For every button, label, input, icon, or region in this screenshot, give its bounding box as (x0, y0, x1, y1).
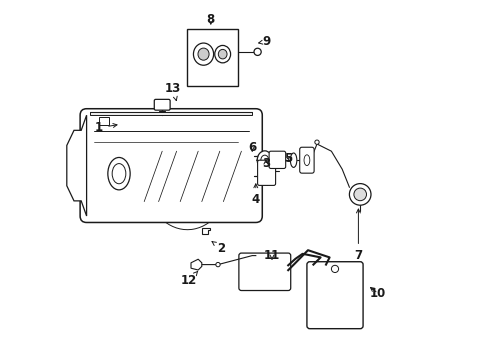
Ellipse shape (291, 153, 297, 167)
Text: 4: 4 (252, 184, 260, 206)
Text: 2: 2 (212, 242, 226, 255)
Text: 12: 12 (181, 271, 197, 287)
FancyBboxPatch shape (269, 151, 286, 168)
FancyBboxPatch shape (80, 109, 262, 222)
Ellipse shape (331, 265, 339, 273)
Polygon shape (67, 115, 87, 216)
Text: 3: 3 (262, 157, 270, 170)
Bar (187, 29, 238, 86)
Text: 9: 9 (259, 35, 270, 48)
Ellipse shape (315, 140, 319, 144)
Ellipse shape (194, 43, 214, 65)
Ellipse shape (108, 157, 130, 190)
Ellipse shape (257, 151, 272, 170)
Ellipse shape (254, 48, 261, 55)
Ellipse shape (112, 163, 126, 184)
Bar (99, 117, 109, 125)
Polygon shape (202, 228, 210, 234)
Text: 6: 6 (248, 141, 256, 154)
Text: 8: 8 (207, 13, 215, 26)
Ellipse shape (304, 155, 310, 166)
FancyBboxPatch shape (307, 262, 363, 329)
Ellipse shape (198, 48, 209, 60)
Text: 13: 13 (165, 82, 181, 100)
FancyBboxPatch shape (154, 99, 170, 110)
Text: 5: 5 (284, 152, 293, 165)
Polygon shape (191, 259, 202, 270)
FancyBboxPatch shape (239, 253, 291, 291)
Ellipse shape (261, 155, 269, 165)
Text: 10: 10 (370, 287, 386, 300)
Ellipse shape (215, 45, 231, 63)
Text: 7: 7 (354, 209, 363, 262)
Ellipse shape (219, 49, 227, 59)
FancyBboxPatch shape (258, 160, 275, 185)
FancyBboxPatch shape (300, 147, 314, 173)
Text: 11: 11 (264, 249, 280, 262)
Ellipse shape (354, 188, 367, 201)
Ellipse shape (216, 262, 220, 267)
Text: 1: 1 (95, 121, 117, 134)
Ellipse shape (349, 184, 371, 205)
Polygon shape (90, 112, 252, 115)
